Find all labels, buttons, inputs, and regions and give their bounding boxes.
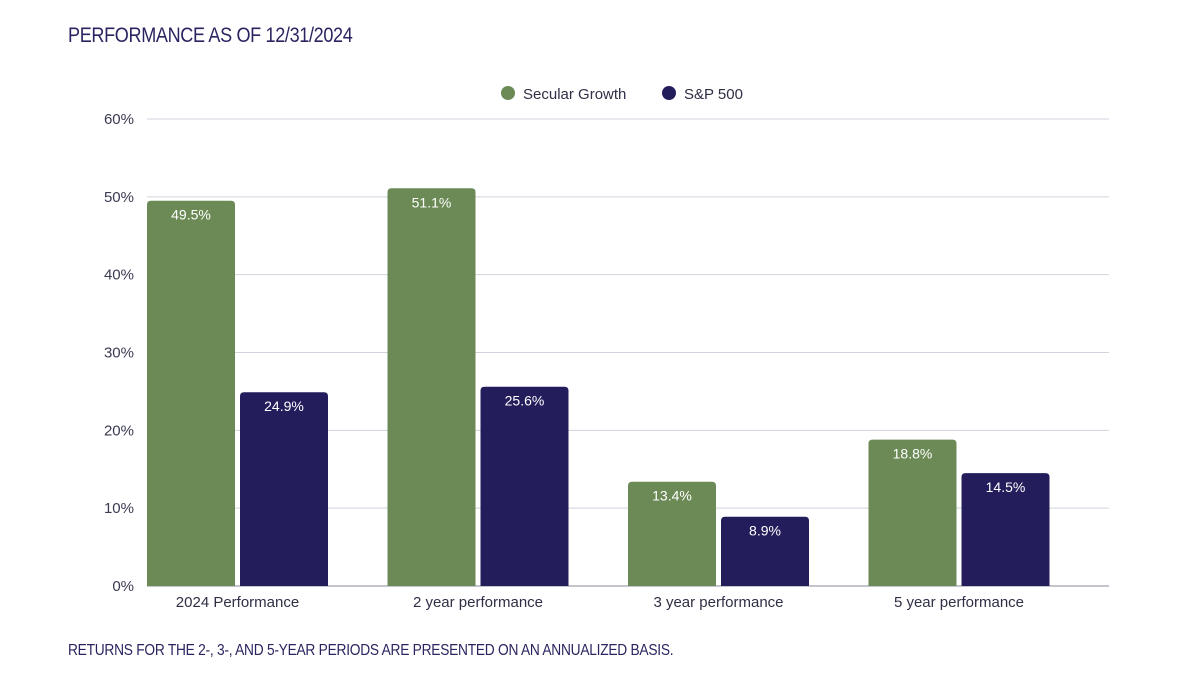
bar bbox=[961, 473, 1050, 586]
bar bbox=[628, 481, 716, 586]
legend-swatch bbox=[501, 86, 515, 100]
y-axis-ticks: 0% 10% 20% 30% 40% 50% 60% bbox=[104, 111, 134, 595]
data-label: 14.5% bbox=[986, 479, 1026, 495]
data-label: 24.9% bbox=[264, 398, 304, 414]
y-tick-label: 30% bbox=[104, 345, 134, 362]
bar bbox=[240, 392, 328, 586]
legend: Secular Growth S&P 500 bbox=[501, 86, 743, 103]
data-label: 18.8% bbox=[893, 446, 933, 462]
bar bbox=[868, 439, 957, 586]
x-category-label: 2 year performance bbox=[413, 594, 543, 611]
x-category-label: 5 year performance bbox=[894, 594, 1024, 611]
data-label: 51.1% bbox=[412, 194, 452, 210]
y-tick-label: 50% bbox=[104, 189, 134, 206]
y-tick-label: 0% bbox=[112, 578, 134, 595]
legend-label: S&P 500 bbox=[684, 86, 743, 103]
data-label: 49.5% bbox=[171, 207, 211, 223]
data-label: 25.6% bbox=[505, 393, 545, 409]
bar bbox=[147, 200, 235, 586]
y-tick-label: 40% bbox=[104, 267, 134, 284]
chart-title: PERFORMANCE AS OF 12/31/2024 bbox=[68, 24, 353, 47]
y-tick-label: 60% bbox=[104, 111, 134, 128]
data-label: 13.4% bbox=[652, 488, 692, 504]
data-labels: 49.5% 24.9% 51.1% 25.6% 13.4% 8.9% 18.8% 14.5% bbox=[171, 194, 1025, 538]
bar bbox=[721, 516, 809, 586]
y-tick-label: 10% bbox=[104, 500, 134, 517]
bar bbox=[387, 188, 476, 586]
x-category-label: 3 year performance bbox=[653, 594, 783, 611]
legend-swatch bbox=[662, 86, 676, 100]
footnote: RETURNS FOR THE 2-, 3-, AND 5-YEAR PERIO… bbox=[68, 642, 674, 659]
data-label: 8.9% bbox=[749, 523, 781, 539]
legend-label: Secular Growth bbox=[523, 86, 626, 103]
bar bbox=[480, 386, 569, 586]
y-tick-label: 20% bbox=[104, 422, 134, 439]
bars bbox=[147, 188, 1050, 586]
x-category-label: 2024 Performance bbox=[176, 594, 299, 611]
x-axis-categories: 2024 Performance 2 year performance 3 year… bbox=[176, 594, 1024, 611]
